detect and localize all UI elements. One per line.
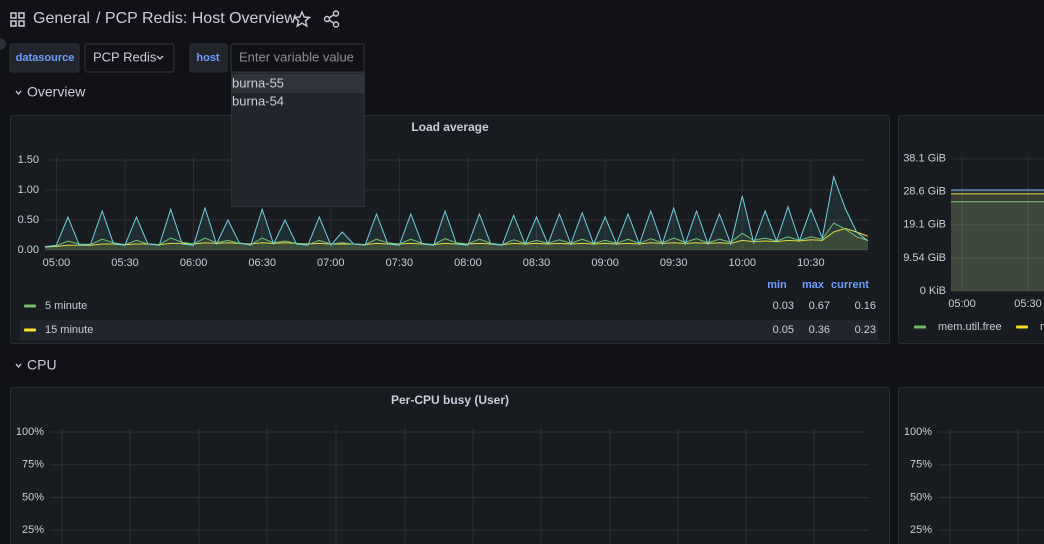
x-tick-label: 05:30 [1014, 298, 1042, 310]
x-tick-label: 10:00 [728, 257, 756, 269]
y-tick-label: 75% [910, 459, 932, 471]
panel-title[interactable]: Load average [411, 120, 489, 134]
legend-value: 0.05 [773, 324, 794, 336]
apps-icon[interactable] [10, 12, 25, 27]
panel [10, 115, 890, 344]
dropdown-menu: burna-55 burna-54 [231, 72, 365, 207]
variable-label: datasource [16, 52, 75, 64]
legend-value: 0.67 [809, 300, 830, 312]
input-placeholder[interactable]: Enter variable value [239, 49, 354, 64]
dashboard-title[interactable]: / PCP Redis: Host Overview [96, 10, 296, 27]
series-area [45, 176, 868, 250]
y-tick-label: 9.54 GiB [903, 252, 946, 264]
variable-value[interactable]: PCP Redis [93, 49, 157, 64]
row-chevron[interactable] [15, 90, 22, 96]
variable-label: host [196, 52, 220, 64]
y-tick-label: 19.1 GiB [903, 219, 946, 231]
legend-swatch [1016, 325, 1028, 329]
legend-label[interactable]: mem.util.free [938, 321, 1002, 333]
x-tick-label: 06:00 [180, 257, 208, 269]
sidebar-toggle[interactable] [0, 38, 6, 50]
variable-label-box [9, 43, 80, 73]
x-tick-label: 05:00 [948, 298, 976, 310]
row-title[interactable]: CPU [27, 357, 57, 373]
x-tick-label: 06:30 [248, 257, 276, 269]
panel [10, 387, 890, 544]
y-tick-label: 0.50 [18, 214, 39, 226]
dropdown-option[interactable]: burna-55 [232, 75, 284, 90]
x-tick-label: 05:30 [111, 257, 139, 269]
legend-swatch [24, 304, 36, 308]
y-tick-label: 50% [22, 491, 44, 503]
x-tick-label: 05:00 [43, 257, 71, 269]
y-tick-label: 25% [910, 524, 932, 536]
breadcrumb-folder[interactable]: General [33, 10, 90, 27]
y-tick-label: 0 KiB [920, 285, 946, 297]
series-group [951, 189, 1044, 291]
legend-row-bg [20, 320, 878, 340]
series-group [45, 174, 869, 250]
panel [898, 115, 1044, 344]
share-icon[interactable] [323, 10, 340, 28]
y-tick-label: 75% [22, 459, 44, 471]
x-tick-label: 08:00 [454, 257, 482, 269]
y-tick-label: 100% [16, 426, 44, 438]
series-area [951, 190, 1044, 291]
plots: 0.00 0.50 1.00 1.50 05:00 05:30 06:00 06:30 07:0… [16, 153, 1044, 544]
y-tick-label: 25% [22, 524, 44, 536]
x-tick-label: 10:30 [797, 257, 825, 269]
x-tick-label: 07:00 [317, 257, 345, 269]
legend-value: 0.03 [773, 300, 794, 312]
series-line [45, 174, 869, 248]
x-tick-label: 09:00 [591, 257, 619, 269]
option-highlight [232, 74, 364, 93]
y-tick-label: 1.50 [18, 154, 39, 166]
chevron-icon[interactable] [156, 55, 164, 60]
legend-value: 0.36 [809, 324, 830, 336]
y-tick-label: 0.00 [18, 244, 39, 256]
series-area [951, 201, 1044, 291]
y-tick-label: 1.00 [18, 184, 39, 196]
legend-header: min [767, 279, 787, 291]
y-tick-label: 100% [904, 426, 932, 438]
series-area [951, 193, 1044, 291]
y-tick-label: 28.6 GiB [903, 186, 946, 198]
x-tick-label: 07:30 [386, 257, 414, 269]
y-tick-label: 50% [910, 491, 932, 503]
legend-swatch [914, 325, 926, 329]
variable-label-box [189, 43, 228, 73]
legend-label[interactable]: m [1040, 321, 1044, 333]
variable-select[interactable] [84, 43, 175, 73]
x-tick-label: 08:30 [523, 257, 551, 269]
dropdown-option[interactable]: burna-54 [232, 93, 284, 108]
legend-value: 0.23 [855, 324, 876, 336]
panel [898, 387, 1044, 544]
legend-value: 0.16 [855, 300, 876, 312]
star-icon[interactable] [292, 10, 312, 28]
legend-label[interactable]: 5 minute [45, 300, 87, 312]
dropdown-panel [231, 72, 365, 207]
legend-swatch [24, 328, 36, 332]
row-chevron[interactable] [15, 363, 22, 369]
panel-title[interactable]: Per-CPU busy (User) [391, 393, 509, 407]
legend-header: current [831, 279, 869, 291]
x-tick-label: 09:30 [660, 257, 688, 269]
y-tick-label: 38.1 GiB [903, 153, 946, 165]
legend-label[interactable]: 15 minute [45, 324, 93, 336]
legend-header: max [802, 279, 825, 291]
row-title[interactable]: Overview [27, 84, 86, 100]
